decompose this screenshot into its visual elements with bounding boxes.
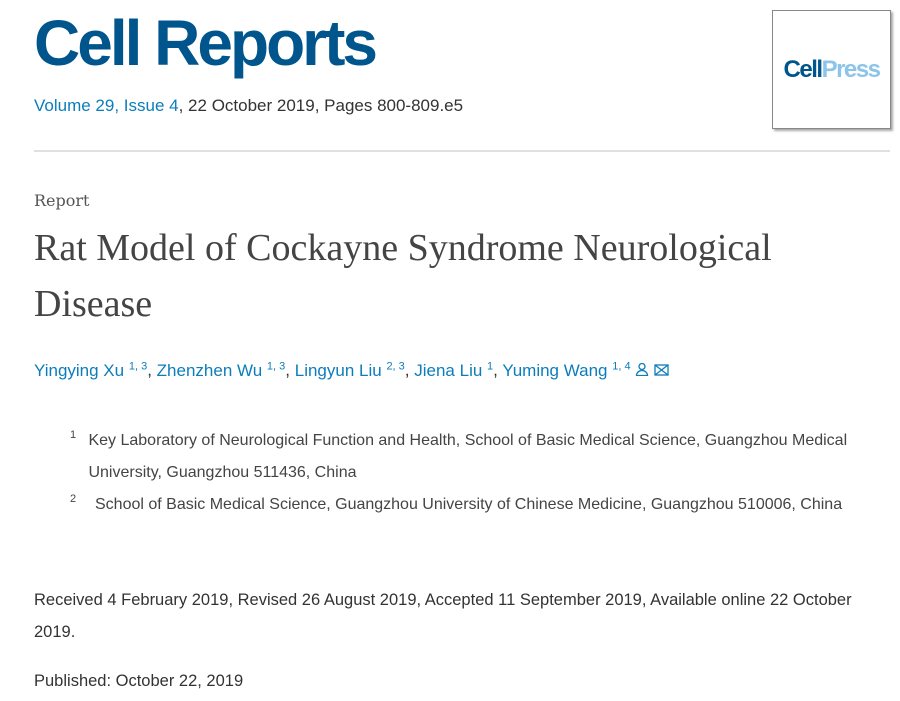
author-sup: 1 (487, 360, 494, 372)
author-sup: 1, 3 (266, 360, 286, 372)
author-link[interactable]: Yingying Xu 1, 3 (34, 360, 148, 380)
author-name: Zhenzhen Wu (156, 360, 263, 380)
affiliation-number: 1 (70, 429, 77, 441)
journal-cover[interactable]: Cell Press (772, 10, 891, 129)
volume-link[interactable]: Volume 29, (34, 96, 120, 115)
envelope-icon[interactable] (654, 364, 669, 376)
citation-details: , 22 October 2019, Pages 800-809.e5 (178, 96, 464, 115)
author-name: Lingyun Liu (294, 360, 382, 380)
article-type: Report (34, 191, 90, 210)
affiliation-text: Key Laboratory of Neurological Function … (88, 432, 848, 481)
citation: Volume 29, Issue 4, 22 October 2019, Pag… (34, 96, 463, 116)
author-list: Yingying Xu 1, 3, Zhenzhen Wu 1, 3, Ling… (34, 360, 669, 381)
affiliation-number: 2 (70, 493, 77, 505)
author-sup: 1, 3 (128, 360, 148, 372)
affiliation-text: School of Basic Medical Science, Guangzh… (95, 496, 843, 513)
journal-title[interactable]: Cell Reports (34, 7, 378, 79)
history-dates: Received 4 February 2019, Revised 26 Aug… (34, 591, 852, 641)
affiliations: 1 Key Laboratory of Neurological Function… (70, 425, 850, 521)
issue-link[interactable]: Issue 4 (123, 96, 179, 115)
affiliation: 2 School of Basic Medical Science, Guangz… (70, 489, 850, 521)
person-icon (636, 362, 649, 376)
author-link[interactable]: Lingyun Liu 2, 3 (294, 360, 405, 380)
affiliation: 1 Key Laboratory of Neurological Function… (70, 425, 850, 489)
cover-logo-part: Cell (783, 55, 824, 83)
divider (34, 150, 890, 152)
author-name: Jiena Liu (414, 360, 483, 380)
author-sup: 2, 3 (386, 360, 405, 372)
author-name: Yuming Wang (502, 360, 608, 380)
author-sup: 1, 4 (612, 360, 631, 372)
author-link[interactable]: Zhenzhen Wu 1, 3 (156, 360, 286, 380)
published-date: Published: October 22, 2019 (34, 672, 244, 690)
cover-logo-part: Press (821, 55, 881, 83)
author-link[interactable]: Jiena Liu 1 (414, 360, 494, 380)
author-link[interactable]: Yuming Wang 1, 4 (502, 360, 669, 380)
article-title: Rat Model of Cockayne Syndrome Neurologi… (34, 227, 772, 325)
author-name: Yingying Xu (34, 360, 125, 380)
